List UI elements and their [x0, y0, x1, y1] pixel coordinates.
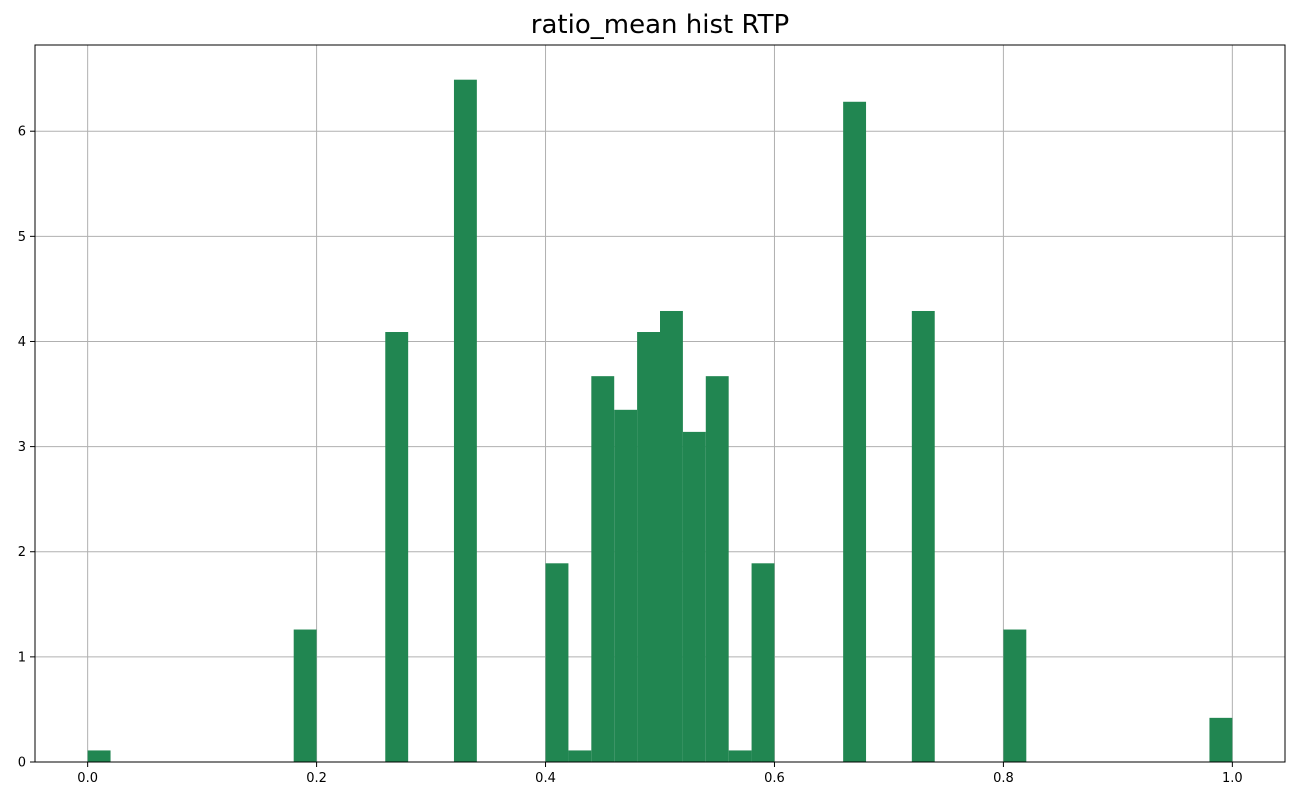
plot-frame	[34, 44, 1286, 763]
chart-title: ratio_mean hist RTP	[530, 10, 790, 40]
x-tick-label: 0.2	[306, 771, 327, 786]
histogram-bar	[751, 563, 775, 762]
histogram-bar	[568, 750, 592, 762]
histogram-bars	[87, 79, 1233, 763]
histogram-bar	[660, 310, 683, 762]
histogram-bar	[453, 79, 477, 763]
x-axis: 0.0 0.2 0.4 0.6 0.8 1.0	[77, 762, 1243, 786]
histogram-bar	[843, 101, 867, 763]
histogram-bar	[293, 629, 317, 762]
histogram-bar	[385, 332, 409, 762]
x-tick-label: 0.8	[993, 771, 1014, 786]
histogram-bar	[87, 750, 111, 762]
x-tick-label: 0.6	[764, 771, 785, 786]
histogram-bar	[1003, 629, 1027, 762]
histogram-bar	[637, 332, 660, 762]
y-tick-label: 2	[18, 545, 26, 560]
y-axis: 0 1 2 3 4 5 6	[18, 125, 35, 771]
histogram-bar	[682, 431, 706, 762]
histogram-bar	[614, 409, 638, 762]
y-tick-label: 4	[18, 335, 26, 350]
x-tick-label: 0.0	[77, 771, 98, 786]
histogram-bar	[705, 376, 729, 762]
histogram-bar	[545, 563, 569, 762]
x-tick-label: 0.4	[535, 771, 556, 786]
y-tick-label: 1	[18, 650, 26, 665]
histogram-bar	[728, 750, 752, 762]
x-tick-label: 1.0	[1222, 771, 1243, 786]
y-tick-label: 6	[18, 125, 26, 140]
histogram-bar	[1209, 717, 1233, 762]
y-tick-label: 3	[18, 440, 26, 455]
y-tick-label: 0	[18, 756, 26, 771]
histogram-bar	[911, 310, 935, 762]
y-tick-label: 5	[18, 230, 26, 245]
histogram-bar	[591, 376, 615, 762]
